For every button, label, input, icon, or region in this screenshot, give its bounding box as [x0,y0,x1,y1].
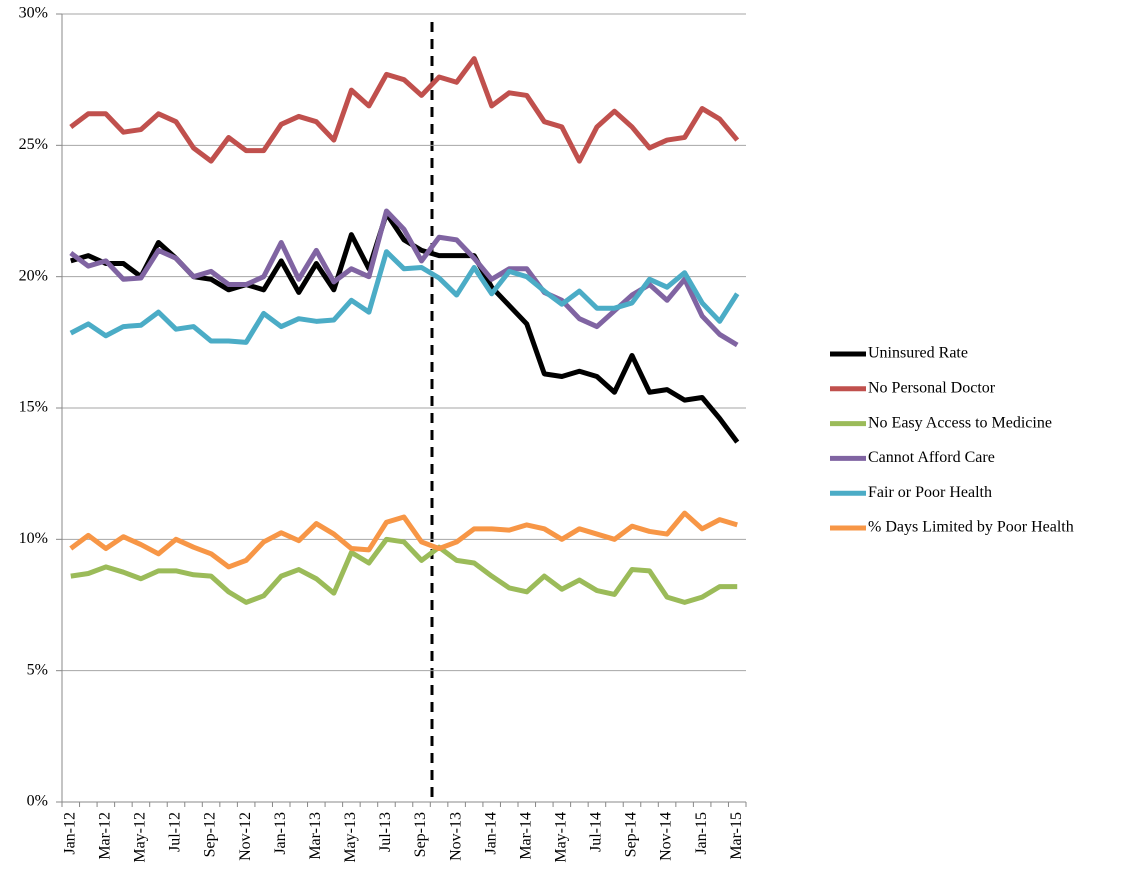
x-tick-label: Sep-12 [202,812,219,857]
legend-label: % Days Limited by Poor Health [868,519,1074,536]
y-tick-label: 5% [27,661,48,678]
x-tick-label: Mar-14 [517,812,534,860]
x-tick-label: May-13 [342,812,359,863]
x-tick-label: Mar-13 [307,812,324,860]
x-tick-label: Sep-14 [623,812,640,857]
series-line [69,208,739,348]
y-tick-label: 30% [19,5,48,22]
x-tick-label: Jan-15 [693,812,710,855]
x-tick-label: Nov-12 [237,812,254,861]
x-tick-label: May-12 [132,812,149,863]
legend-label: No Personal Doctor [868,379,996,396]
x-tick-label: Jul-13 [377,812,394,852]
x-tick-label: Nov-14 [658,812,675,861]
x-tick-label: Jul-12 [167,812,184,852]
y-tick-label: 0% [27,793,48,810]
y-tick-label: 10% [19,530,48,547]
x-tick-label: Jan-12 [61,812,78,855]
x-tick-label: Mar-12 [97,812,114,860]
y-tick-label: 15% [19,399,48,416]
series-line [69,56,740,164]
x-tick-label: Jul-14 [588,812,605,852]
x-tick-label: Mar-15 [728,812,745,860]
legend-label: Uninsured Rate [868,345,968,362]
x-tick-label: Sep-13 [412,812,429,857]
legend-label: Cannot Afford Care [868,449,995,466]
series-line [69,249,740,345]
y-tick-label: 25% [19,136,48,153]
series-line [70,536,738,605]
x-tick-label: Nov-13 [447,812,464,861]
legend-label: Fair or Poor Health [868,484,992,501]
x-tick-label: Jan-14 [482,812,499,855]
y-tick-label: 20% [19,267,48,284]
x-tick-label: May-14 [553,812,570,863]
x-tick-label: Jan-13 [272,812,289,855]
legend-label: No Easy Access to Medicine [868,414,1052,431]
series-line [69,510,738,570]
